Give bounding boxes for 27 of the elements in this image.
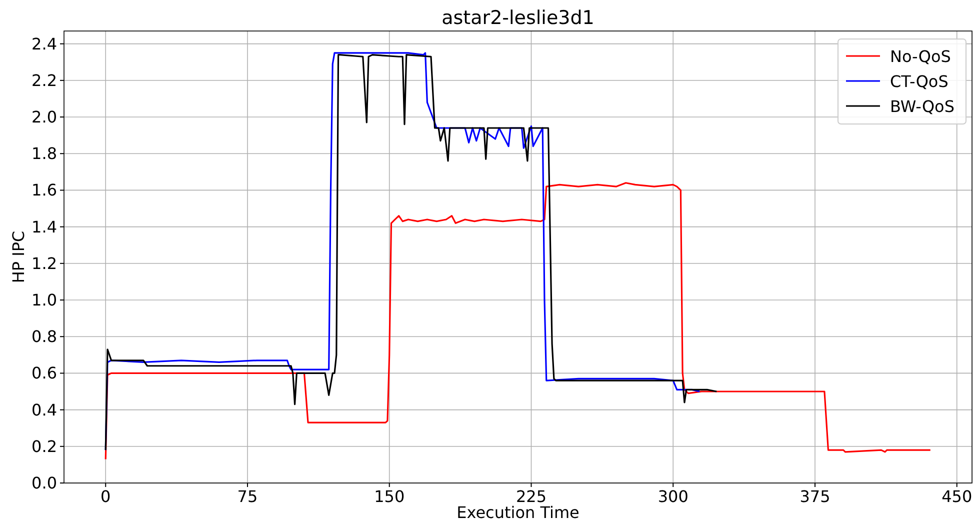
y-tick-label: 0.2 bbox=[32, 436, 57, 456]
x-tick-label: 375 bbox=[800, 487, 830, 506]
y-tick-label: 0.4 bbox=[32, 400, 57, 420]
legend-label: BW-QoS bbox=[890, 97, 954, 116]
y-tick-label: 0.0 bbox=[32, 474, 57, 492]
y-tick-label: 0.8 bbox=[32, 327, 57, 346]
y-tick-label: 0.6 bbox=[32, 364, 57, 383]
y-tick-label: 2.4 bbox=[32, 34, 57, 54]
chart-title: astar2-leslie3d1 bbox=[442, 7, 594, 29]
y-tick-label: 1.0 bbox=[32, 290, 57, 310]
x-axis-title: Execution Time bbox=[456, 503, 580, 522]
x-tick-label: 225 bbox=[516, 487, 547, 506]
y-tick-label: 1.4 bbox=[32, 217, 57, 236]
y-tick-label: 1.8 bbox=[32, 144, 57, 164]
y-axis-title: HP IPC bbox=[9, 230, 28, 284]
x-tick-label: 0 bbox=[100, 487, 111, 506]
x-tick-label: 75 bbox=[237, 487, 258, 506]
x-tick-label: 450 bbox=[942, 487, 972, 506]
y-tick-label: 2.2 bbox=[32, 70, 57, 90]
x-tick-label: 150 bbox=[374, 487, 405, 506]
legend-label: CT-QoS bbox=[890, 72, 948, 91]
line-series bbox=[104, 182, 932, 460]
y-tick-label: 2.0 bbox=[32, 108, 57, 127]
legend-label: No-QoS bbox=[890, 47, 951, 66]
y-tick-label: 1.2 bbox=[32, 254, 57, 273]
x-tick-label: 300 bbox=[658, 487, 688, 506]
y-tick-label: 1.6 bbox=[32, 180, 57, 200]
